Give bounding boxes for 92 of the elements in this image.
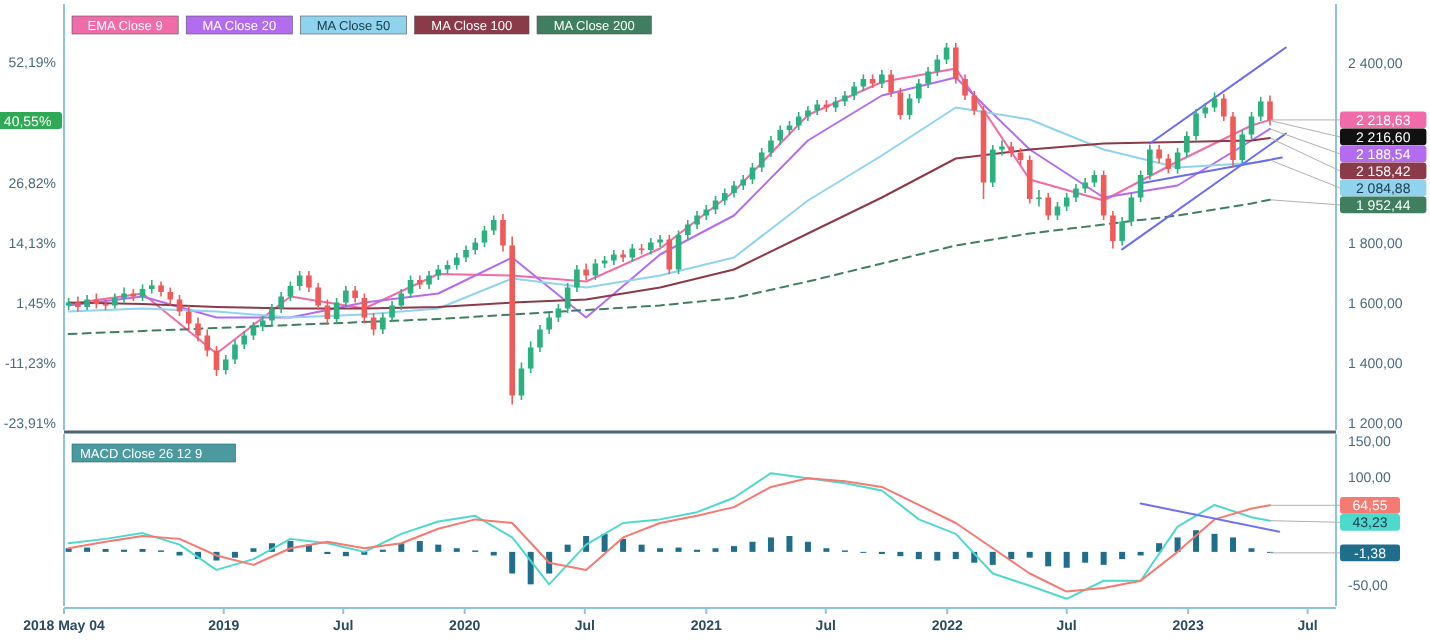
candlestick xyxy=(675,229,682,275)
bar xyxy=(1119,551,1126,560)
bar xyxy=(767,537,774,552)
bar xyxy=(1100,551,1107,565)
bar xyxy=(1026,551,1033,558)
bar xyxy=(638,544,645,552)
candlestick xyxy=(1026,154,1033,205)
bar xyxy=(416,541,423,552)
candlestick xyxy=(185,304,192,331)
candlestick xyxy=(481,225,488,248)
candlestick xyxy=(962,73,968,101)
candlestick xyxy=(943,42,950,65)
candlestick xyxy=(657,234,663,248)
candlestick xyxy=(777,124,783,146)
bar xyxy=(435,544,442,552)
candlestick xyxy=(749,162,756,185)
candlestick xyxy=(916,78,922,104)
candlestick xyxy=(269,303,275,326)
candlestick xyxy=(75,295,81,313)
candlestick xyxy=(1184,130,1190,158)
candlestick xyxy=(204,328,211,358)
candlestick xyxy=(315,282,321,311)
candlestick xyxy=(380,312,386,335)
candlestick xyxy=(398,288,405,311)
candlestick xyxy=(1128,192,1135,227)
bar xyxy=(989,551,996,565)
candlestick xyxy=(620,249,626,263)
candlestick xyxy=(222,354,229,376)
candlestick xyxy=(1147,144,1153,181)
candlestick xyxy=(306,270,312,293)
bar xyxy=(952,551,959,560)
candlestick xyxy=(490,214,497,236)
candlestick xyxy=(278,291,284,314)
bar xyxy=(564,544,571,552)
bar xyxy=(601,533,608,552)
bar xyxy=(786,535,793,552)
line-series xyxy=(67,198,1271,335)
candlestick xyxy=(768,135,774,158)
candlestick xyxy=(537,324,543,353)
bar xyxy=(897,551,904,557)
candlestick xyxy=(1137,169,1144,203)
candlestick xyxy=(1230,111,1236,169)
candlestick xyxy=(1110,210,1116,250)
candlestick xyxy=(925,66,931,89)
candlestick xyxy=(1045,192,1051,221)
candlestick xyxy=(121,286,127,304)
candlestick xyxy=(370,312,377,337)
candlestick xyxy=(684,219,691,241)
candlestick xyxy=(176,294,183,317)
candlestick xyxy=(195,316,201,343)
candlestick xyxy=(1119,216,1125,247)
candlestick xyxy=(1211,91,1218,113)
bar xyxy=(804,541,811,552)
candlestick xyxy=(999,139,1005,157)
bar xyxy=(730,546,737,552)
candlestick xyxy=(952,42,959,85)
bar xyxy=(1174,537,1181,552)
bar xyxy=(1063,551,1070,568)
candlestick xyxy=(407,274,414,299)
candlestick xyxy=(546,312,552,335)
candlestick xyxy=(361,292,368,325)
bar xyxy=(342,551,349,557)
bar xyxy=(1045,551,1052,567)
candlestick xyxy=(1267,94,1273,127)
bar xyxy=(1230,537,1237,552)
candlestick xyxy=(888,69,894,98)
candlestick xyxy=(1239,129,1246,166)
candlestick xyxy=(148,279,155,295)
candlestick xyxy=(287,280,294,302)
candlestick xyxy=(1257,96,1264,122)
candlestick xyxy=(1193,108,1199,142)
bar xyxy=(231,551,238,558)
candlestick xyxy=(1220,93,1227,122)
candlestick xyxy=(1100,169,1107,221)
candlestick xyxy=(989,144,996,188)
candlestick xyxy=(389,300,395,323)
bar xyxy=(1082,551,1089,563)
candlestick xyxy=(343,285,349,308)
candlestick xyxy=(592,258,599,281)
candlestick xyxy=(971,90,978,116)
bar xyxy=(509,551,516,574)
candlestick xyxy=(574,264,580,293)
bar xyxy=(915,551,922,560)
bar xyxy=(749,541,756,552)
bar xyxy=(620,538,627,552)
bar xyxy=(1211,533,1218,552)
candlestick xyxy=(232,339,238,365)
bar xyxy=(934,551,941,561)
candlestick xyxy=(500,213,506,253)
bar xyxy=(1008,551,1015,560)
candlestick xyxy=(758,147,765,173)
candlestick xyxy=(934,54,941,77)
